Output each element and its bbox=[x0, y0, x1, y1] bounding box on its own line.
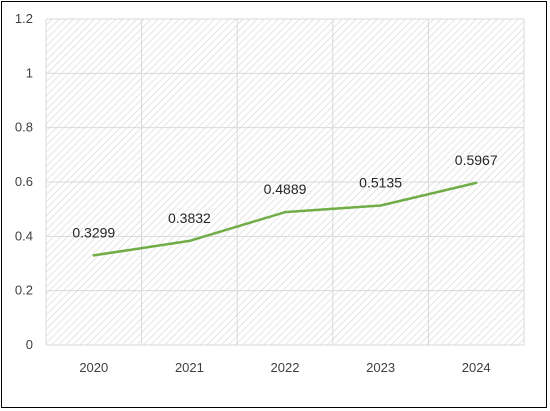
y-tick-label: 1 bbox=[26, 65, 33, 80]
gridlines bbox=[45, 18, 525, 346]
data-label: 0.3299 bbox=[72, 224, 115, 240]
data-label: 0.3832 bbox=[168, 210, 211, 226]
x-axis: 2020 2021 2022 2023 2024 bbox=[79, 360, 490, 375]
y-tick-label: 0.6 bbox=[15, 174, 33, 189]
x-tick-label: 2020 bbox=[79, 360, 108, 375]
y-axis: 0 0.2 0.4 0.6 0.8 1 1.2 bbox=[15, 11, 33, 352]
data-label: 0.5967 bbox=[455, 152, 498, 168]
x-tick-label: 2023 bbox=[366, 360, 395, 375]
y-tick-label: 0.4 bbox=[15, 228, 33, 243]
data-labels: 0.3299 0.3832 0.4889 0.5135 0.5967 bbox=[72, 152, 497, 240]
y-tick-label: 1.2 bbox=[15, 11, 33, 26]
data-label: 0.5135 bbox=[359, 174, 402, 190]
series bbox=[92, 181, 478, 257]
y-tick-label: 0 bbox=[26, 337, 33, 352]
x-tick-label: 2024 bbox=[462, 360, 491, 375]
data-label: 0.4889 bbox=[264, 181, 307, 197]
x-tick-label: 2022 bbox=[271, 360, 300, 375]
y-tick-label: 0.2 bbox=[15, 283, 33, 298]
x-tick-label: 2021 bbox=[175, 360, 204, 375]
y-tick-label: 0.8 bbox=[15, 120, 33, 135]
